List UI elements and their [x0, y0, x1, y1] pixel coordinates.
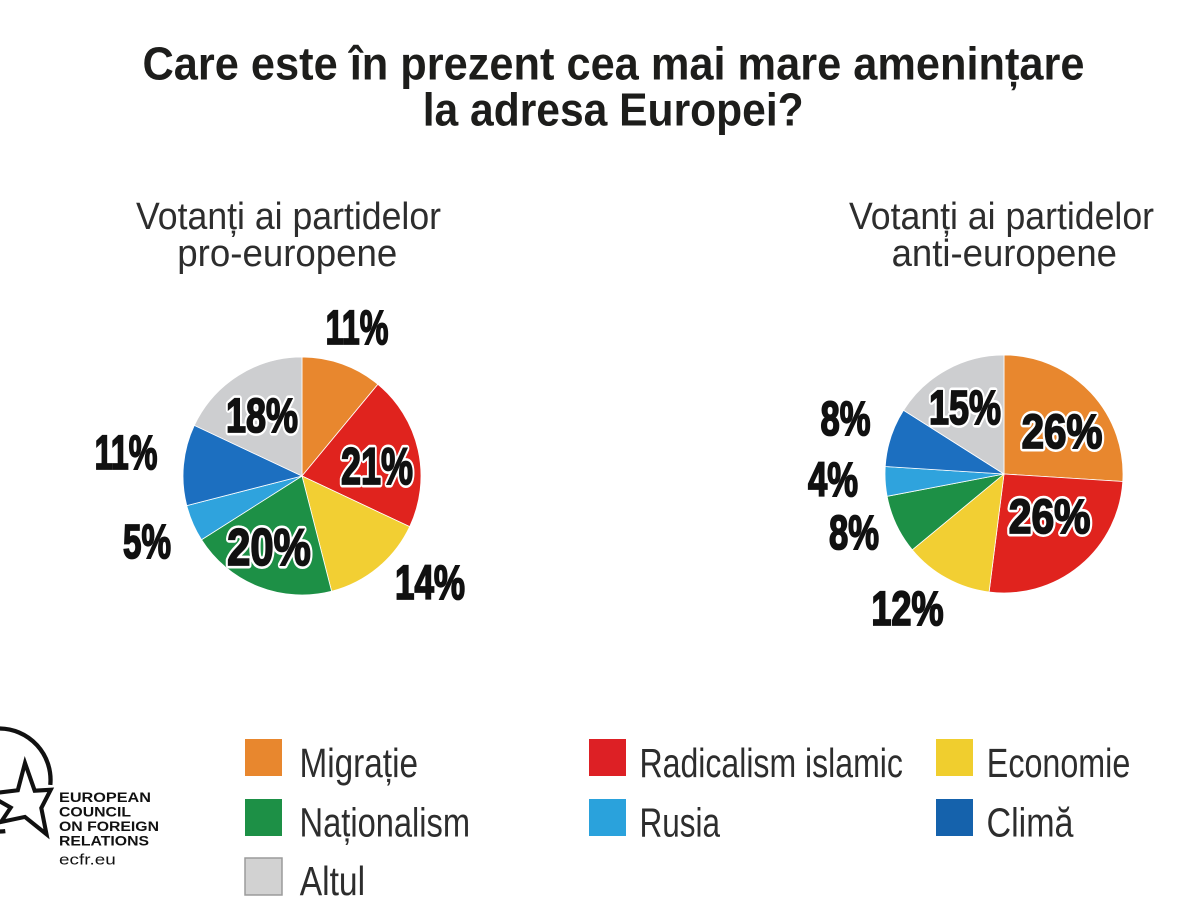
svg-text:EUROPEAN: EUROPEAN — [59, 790, 151, 805]
svg-text:4%: 4% — [808, 453, 858, 507]
svg-text:Votanți ai partidelor: Votanți ai partidelor — [136, 196, 441, 238]
svg-text:26%: 26% — [1022, 405, 1103, 459]
svg-text:8%: 8% — [829, 506, 879, 560]
svg-text:Care este în prezent cea mai m: Care este în prezent cea mai mare amenin… — [143, 38, 1085, 91]
svg-text:20%: 20% — [227, 519, 311, 577]
svg-text:8%: 8% — [829, 506, 879, 560]
svg-text:18%: 18% — [226, 389, 298, 443]
svg-text:Economie: Economie — [987, 740, 1131, 786]
svg-text:11%: 11% — [95, 426, 158, 480]
svg-text:20%: 20% — [227, 519, 311, 577]
svg-text:5%: 5% — [123, 515, 171, 569]
svg-text:pro-europene: pro-europene — [177, 233, 397, 275]
svg-text:11%: 11% — [326, 301, 389, 355]
svg-text:14%: 14% — [395, 556, 465, 610]
svg-text:ecfr.eu: ecfr.eu — [59, 853, 116, 869]
svg-text:Naționalism: Naționalism — [300, 800, 471, 846]
svg-text:8%: 8% — [821, 392, 871, 446]
svg-text:8%: 8% — [821, 392, 871, 446]
svg-text:Radicalism islamic: Radicalism islamic — [640, 740, 903, 786]
svg-text:Climă: Climă — [987, 800, 1074, 846]
svg-text:5%: 5% — [123, 515, 171, 569]
svg-text:26%: 26% — [1009, 490, 1091, 544]
svg-text:4%: 4% — [808, 453, 858, 507]
svg-text:COUNCIL: COUNCIL — [59, 805, 131, 820]
svg-text:21%: 21% — [341, 438, 413, 496]
svg-text:12%: 12% — [871, 582, 943, 636]
svg-text:la adresa Europei?: la adresa Europei? — [423, 84, 804, 136]
svg-text:RELATIONS: RELATIONS — [59, 834, 149, 849]
svg-text:26%: 26% — [1009, 490, 1091, 544]
svg-text:ON FOREIGN: ON FOREIGN — [59, 819, 159, 834]
svg-text:18%: 18% — [226, 389, 298, 443]
svg-text:Migrație: Migrație — [300, 740, 419, 786]
svg-text:Altul: Altul — [300, 858, 365, 900]
svg-text:anti-europene: anti-europene — [892, 233, 1117, 275]
svg-text:Rusia: Rusia — [640, 800, 721, 846]
svg-text:15%: 15% — [929, 381, 1001, 435]
svg-text:14%: 14% — [395, 556, 465, 610]
svg-text:21%: 21% — [341, 438, 413, 496]
svg-text:11%: 11% — [326, 301, 389, 355]
svg-text:11%: 11% — [95, 426, 158, 480]
svg-text:15%: 15% — [929, 381, 1001, 435]
svg-text:26%: 26% — [1022, 405, 1103, 459]
svg-text:12%: 12% — [871, 582, 943, 636]
svg-text:Votanți ai partidelor: Votanți ai partidelor — [849, 196, 1154, 238]
